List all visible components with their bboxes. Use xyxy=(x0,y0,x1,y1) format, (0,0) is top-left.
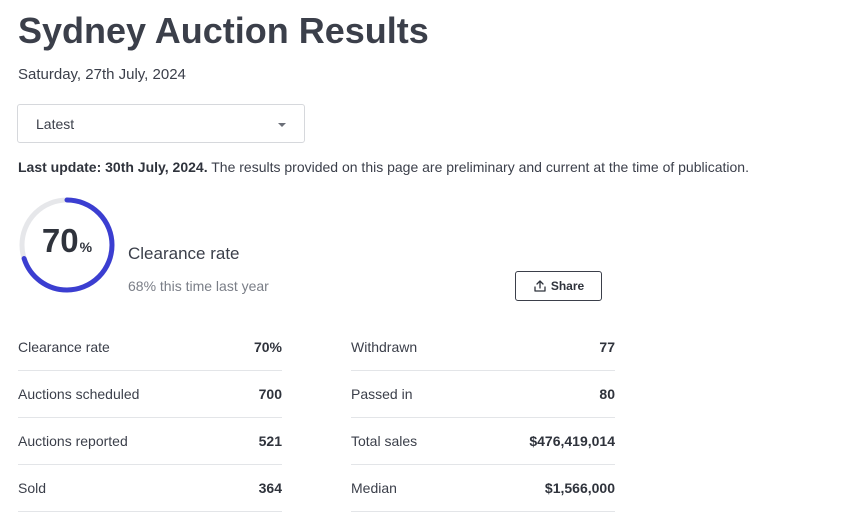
stat-label: Total sales xyxy=(351,433,418,449)
stat-value: 80 xyxy=(599,386,615,402)
stat-value: 364 xyxy=(258,480,282,496)
last-update-date: Last update: 30th July, 2024. xyxy=(18,159,208,175)
stat-row: Clearance rate 70% xyxy=(18,324,282,371)
stat-label: Clearance rate xyxy=(18,339,110,355)
stat-row: Sold 364 xyxy=(18,465,282,512)
percent-sign: % xyxy=(79,239,93,255)
stat-row: Median $1,566,000 xyxy=(351,465,615,512)
stat-row: Passed in 80 xyxy=(351,371,615,418)
share-button[interactable]: Share xyxy=(515,271,602,301)
stat-label: Auctions reported xyxy=(18,433,128,449)
last-update-disclaimer: The results provided on this page are pr… xyxy=(207,159,749,175)
stat-value: 700 xyxy=(258,386,282,402)
stats-table-left: Clearance rate 70% Auctions scheduled 70… xyxy=(18,324,282,512)
stat-label: Withdrawn xyxy=(351,339,418,355)
stat-label: Median xyxy=(351,480,397,496)
stat-value: 521 xyxy=(258,433,282,449)
share-upload-icon xyxy=(534,280,546,292)
stat-label: Sold xyxy=(18,480,47,496)
stat-value: $1,566,000 xyxy=(544,480,615,496)
clearance-rate-value: 70% xyxy=(17,222,117,260)
stat-label: Passed in xyxy=(351,386,413,402)
ring-fill xyxy=(19,197,115,293)
stat-value: 70% xyxy=(253,339,282,355)
last-update-note: Last update: 30th July, 2024. The result… xyxy=(18,159,749,175)
stat-label: Auctions scheduled xyxy=(18,386,140,402)
stat-row: Auctions scheduled 700 xyxy=(18,371,282,418)
clearance-rate-comparison: 68% this time last year xyxy=(128,278,269,294)
stat-row: Total sales $476,419,014 xyxy=(351,418,615,465)
page-title: Sydney Auction Results xyxy=(18,10,429,51)
clearance-rate-label: Clearance rate xyxy=(128,244,240,263)
chevron-down-icon xyxy=(278,123,286,127)
clearance-rate-ring xyxy=(19,197,115,293)
clearance-rate-number: 70 xyxy=(41,222,79,259)
stat-value: 77 xyxy=(599,339,615,355)
stat-row: Withdrawn 77 xyxy=(351,324,615,371)
stats-table-right: Withdrawn 77 Passed in 80 Total sales $4… xyxy=(351,324,615,512)
stat-row: Auctions reported 521 xyxy=(18,418,282,465)
auction-date: Saturday, 27th July, 2024 xyxy=(18,66,186,83)
share-label: Share xyxy=(550,279,585,293)
stat-value: $476,419,014 xyxy=(529,433,615,449)
results-period-select[interactable]: Latest xyxy=(17,104,305,143)
select-value: Latest xyxy=(36,116,75,132)
